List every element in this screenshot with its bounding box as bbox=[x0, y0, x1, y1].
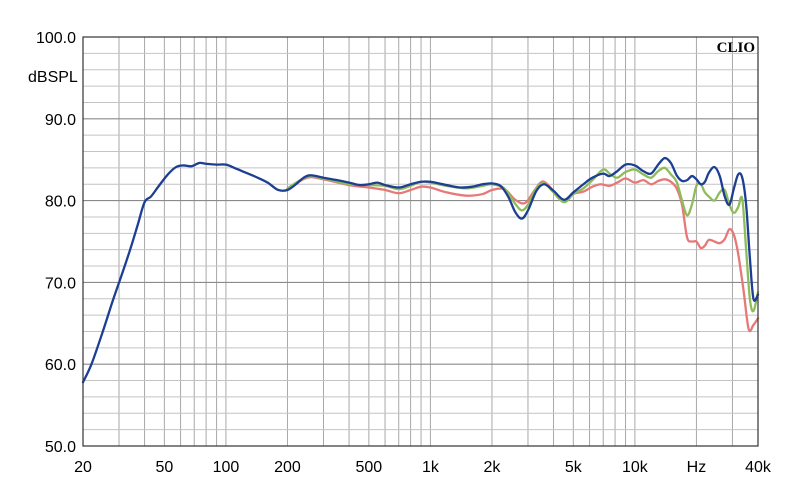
x-tick-label: 10k bbox=[622, 459, 649, 476]
x-tick-labels: 20 50 100 200 500 1k 2k 5k 10k Hz 40k bbox=[74, 459, 772, 476]
x-tick-label: 2k bbox=[484, 459, 502, 476]
y-tick-label: 50.0 bbox=[45, 439, 76, 456]
x-tick-label: 100 bbox=[213, 459, 240, 476]
x-tick-label: 500 bbox=[355, 459, 382, 476]
plot-frame bbox=[82, 36, 759, 447]
series-layer bbox=[81, 156, 760, 384]
y-tick-labels: 100.0 90.0 80.0 70.0 60.0 50.0 bbox=[36, 30, 76, 456]
y-tick-label: 70.0 bbox=[45, 275, 76, 292]
x-tick-label: 200 bbox=[274, 459, 301, 476]
x-tick-label: 50 bbox=[155, 459, 173, 476]
x-tick-label: 1k bbox=[422, 459, 440, 476]
series-line-1 bbox=[286, 176, 760, 333]
x-tick-label: 40k bbox=[745, 459, 772, 476]
y-tick-label: 80.0 bbox=[45, 194, 76, 211]
grid bbox=[83, 37, 758, 446]
y-tick-label: 60.0 bbox=[45, 357, 76, 374]
y-tick-label: 100.0 bbox=[36, 30, 76, 47]
x-tick-label: 5k bbox=[565, 459, 583, 476]
y-axis-label: dBSPL bbox=[28, 69, 78, 86]
x-tick-label: Hz bbox=[687, 459, 707, 476]
y-tick-label: 90.0 bbox=[45, 112, 76, 129]
brand-label: CLIO bbox=[717, 40, 755, 56]
series-line-3 bbox=[81, 156, 760, 384]
x-tick-label: 20 bbox=[74, 459, 92, 476]
